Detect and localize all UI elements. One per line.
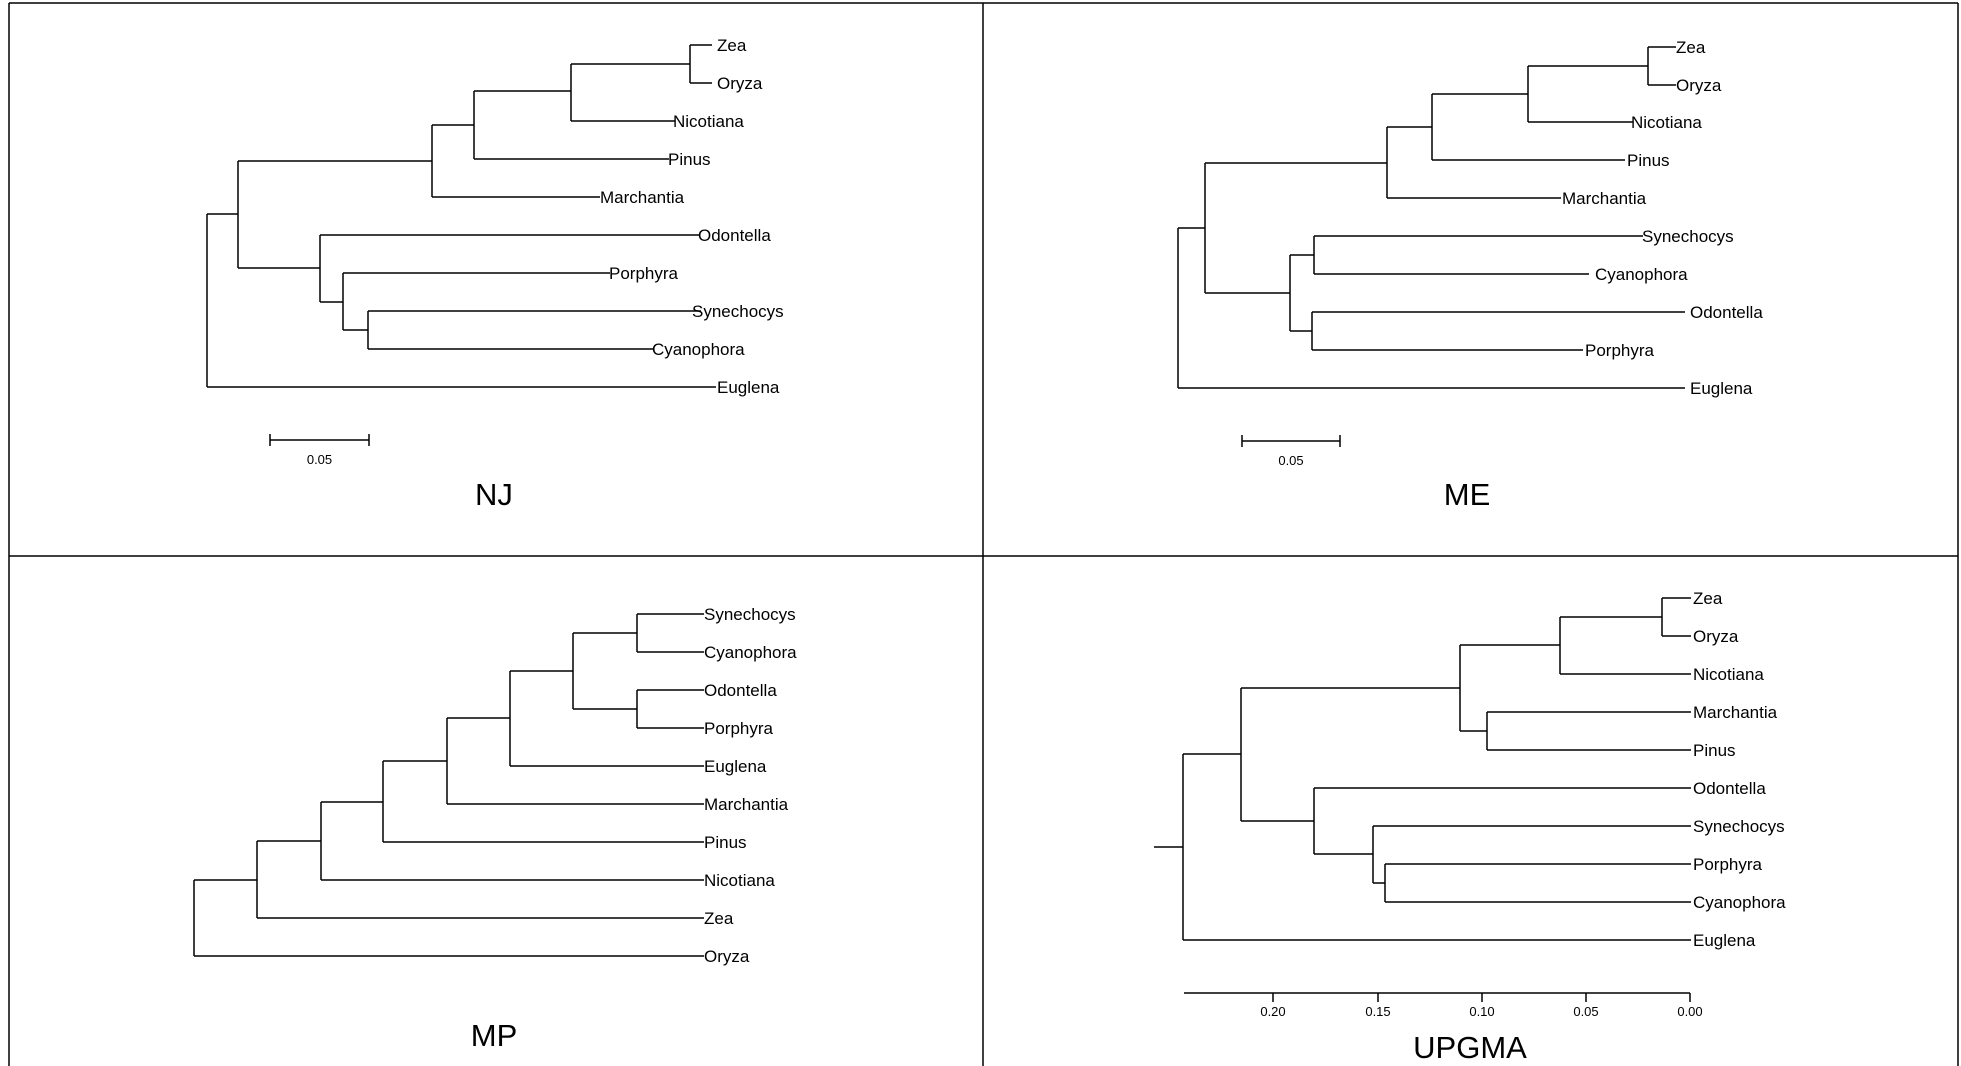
me-scale-bar: 0.05 bbox=[1241, 435, 1341, 468]
leaf-label: Marchantia bbox=[1693, 703, 1778, 722]
panel-title-mp: MP bbox=[471, 1018, 518, 1053]
upgma-branches bbox=[1154, 597, 1691, 941]
leaf-label: Odontella bbox=[704, 681, 777, 700]
leaf-label: Oryza bbox=[704, 947, 750, 966]
upgma-tree: 0.20 0.15 0.10 0.05 0.00 Zea Oryza Nicot… bbox=[1154, 589, 1786, 1065]
mp-tree: Synechocys Cyanophora Odontella Porphyra… bbox=[193, 605, 797, 1053]
axis-tick-label: 0.10 bbox=[1469, 1004, 1494, 1019]
nj-branches bbox=[206, 44, 716, 388]
leaf-label: Zea bbox=[1676, 38, 1706, 57]
leaf-label: Porphyra bbox=[704, 719, 774, 738]
axis-tick-label: 0.20 bbox=[1260, 1004, 1285, 1019]
leaf-label: Marchantia bbox=[704, 795, 789, 814]
leaf-label: Euglena bbox=[1690, 379, 1753, 398]
leaf-label: Pinus bbox=[1627, 151, 1670, 170]
leaf-label: Pinus bbox=[668, 150, 711, 169]
me-scale-label: 0.05 bbox=[1278, 453, 1303, 468]
leaf-label: Nicotiana bbox=[673, 112, 744, 131]
leaf-label: Odontella bbox=[698, 226, 771, 245]
leaf-label: Euglena bbox=[1693, 931, 1756, 950]
leaf-label: Zea bbox=[704, 909, 734, 928]
leaf-label: Synechocys bbox=[1642, 227, 1734, 246]
leaf-label: Nicotiana bbox=[1631, 113, 1702, 132]
panel-frames bbox=[8, 2, 1959, 1066]
me-branches bbox=[1177, 46, 1685, 389]
panel-title-me: ME bbox=[1444, 477, 1491, 512]
axis-tick-label: 0.05 bbox=[1573, 1004, 1598, 1019]
leaf-label: Cyanophora bbox=[1595, 265, 1688, 284]
leaf-label: Marchantia bbox=[1562, 189, 1647, 208]
panel-title-nj: NJ bbox=[475, 477, 513, 512]
leaf-label: Oryza bbox=[717, 74, 763, 93]
leaf-label: Nicotiana bbox=[1693, 665, 1764, 684]
leaf-label: Euglena bbox=[704, 757, 767, 776]
leaf-label: Cyanophora bbox=[652, 340, 745, 359]
leaf-label: Pinus bbox=[1693, 741, 1736, 760]
axis-tick-label: 0.00 bbox=[1677, 1004, 1702, 1019]
leaf-label: Zea bbox=[717, 36, 747, 55]
leaf-label: Synechocys bbox=[1693, 817, 1785, 836]
panel-title-upgma: UPGMA bbox=[1413, 1030, 1527, 1065]
leaf-label: Cyanophora bbox=[1693, 893, 1786, 912]
leaf-label: Synechocys bbox=[692, 302, 784, 321]
leaf-label: Nicotiana bbox=[704, 871, 775, 890]
leaf-label: Oryza bbox=[1676, 76, 1722, 95]
leaf-label: Synechocys bbox=[704, 605, 796, 624]
nj-scale-label: 0.05 bbox=[307, 452, 332, 467]
upgma-axis: 0.20 0.15 0.10 0.05 0.00 bbox=[1184, 992, 1703, 1019]
leaf-label: Odontella bbox=[1693, 779, 1766, 798]
leaf-label: Marchantia bbox=[600, 188, 685, 207]
leaf-label: Euglena bbox=[717, 378, 780, 397]
leaf-label: Porphyra bbox=[1693, 855, 1763, 874]
leaf-label: Porphyra bbox=[609, 264, 679, 283]
leaf-label: Porphyra bbox=[1585, 341, 1655, 360]
leaf-label: Zea bbox=[1693, 589, 1723, 608]
leaf-label: Oryza bbox=[1693, 627, 1739, 646]
leaf-label: Cyanophora bbox=[704, 643, 797, 662]
axis-tick-label: 0.15 bbox=[1365, 1004, 1390, 1019]
leaf-label: Odontella bbox=[1690, 303, 1763, 322]
nj-scale-bar: 0.05 bbox=[269, 434, 370, 467]
nj-tree: 0.05 Zea Oryza Nicotiana Pinus Marchanti… bbox=[206, 36, 784, 512]
mp-branches bbox=[193, 613, 704, 957]
me-tree: 0.05 Zea Oryza Nicotiana Pinus Marchanti… bbox=[1177, 38, 1763, 512]
leaf-label: Pinus bbox=[704, 833, 747, 852]
